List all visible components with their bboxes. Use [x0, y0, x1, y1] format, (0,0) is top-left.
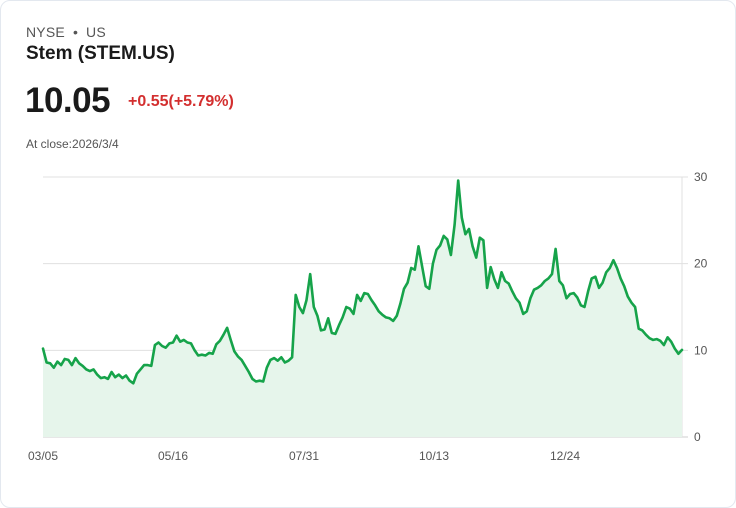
y-tick-label: 20	[694, 257, 708, 271]
price-change: +0.55(+5.79%)	[128, 93, 234, 110]
x-tick-label: 12/24	[550, 449, 580, 463]
y-tick-label: 10	[694, 343, 708, 357]
close-date: At close:2026/3/4	[26, 137, 119, 151]
y-tick-label: 30	[694, 170, 708, 184]
x-axis-ticks: 03/05 05/16 07/31 10/13 12/24	[28, 449, 580, 463]
current-price: 10.05	[25, 81, 111, 120]
price-line	[41, 179, 684, 385]
x-tick-label: 03/05	[28, 449, 58, 463]
separator-dot: •	[72, 24, 79, 40]
x-tick-label: 10/13	[419, 449, 449, 463]
y-axis-ticks: 0 10 20 30	[694, 170, 708, 444]
stock-title: Stem (STEM.US)	[26, 43, 175, 64]
x-tick-label: 07/31	[289, 449, 319, 463]
price-area-fill	[43, 180, 682, 437]
x-tick-label: 05/16	[158, 449, 188, 463]
exchange-line: NYSE • US	[26, 24, 106, 40]
exchange-name: NYSE	[26, 24, 65, 40]
region: US	[86, 24, 106, 40]
y-tick-label: 0	[694, 430, 701, 444]
